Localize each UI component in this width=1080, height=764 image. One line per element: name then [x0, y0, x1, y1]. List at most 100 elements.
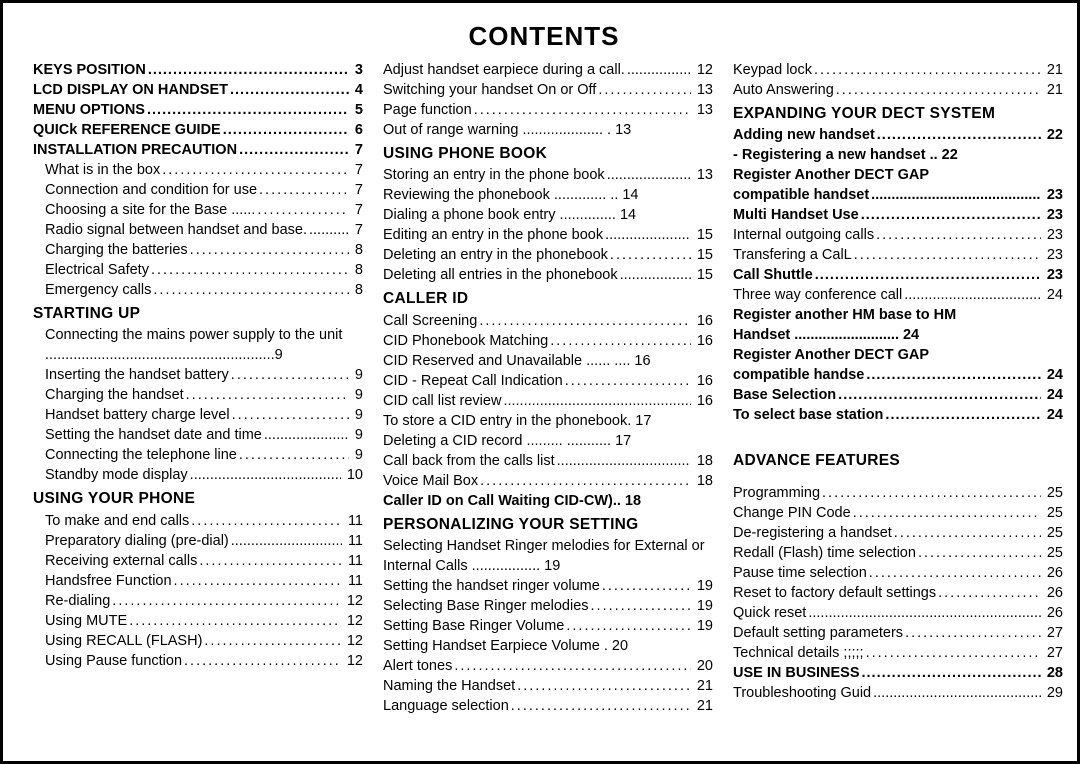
- toc-entry-label: Call back from the calls list: [383, 451, 555, 471]
- toc-leader-dots: [605, 225, 691, 245]
- toc-leader-dots: [232, 405, 349, 425]
- toc-leader-dots: [230, 80, 349, 100]
- toc-entry-label: compatible handse: [733, 365, 864, 385]
- toc-entry-page: 10: [343, 465, 363, 485]
- toc-entry-page: 14: [616, 205, 636, 225]
- toc-entry: Preparatory dialing (pre-dial)11: [33, 531, 363, 551]
- toc-entry: QUICk REFERENCE GUIDE6: [33, 120, 363, 140]
- toc-entry-label: Charging the handset: [45, 385, 184, 405]
- toc-entry-page: 8: [351, 280, 363, 300]
- toc-entry-label: Change PIN Code: [733, 503, 851, 523]
- toc-entry: Three way conference call24: [733, 285, 1063, 305]
- toc-entry-label: Keypad lock: [733, 60, 812, 80]
- toc-leader-dots: [129, 611, 341, 631]
- toc-leader-dots: [191, 511, 342, 531]
- toc-entry-page: 13: [611, 120, 631, 140]
- toc-leader-dots: [877, 125, 1041, 145]
- toc-leader-dots: [517, 676, 691, 696]
- toc-entry: Editing an entry in the phone book15: [383, 225, 713, 245]
- toc-entry-page: 16: [693, 311, 713, 331]
- toc-entry-label: Call Shuttle: [733, 265, 813, 285]
- toc-entry: Register another HM base to HM: [733, 305, 1063, 325]
- toc-entry-label: Dialing a phone book entry .............…: [383, 205, 616, 225]
- toc-entry-page: 9: [351, 385, 363, 405]
- toc-leader-dots: [598, 80, 691, 100]
- toc-entry: Adding new handset22: [733, 125, 1063, 145]
- toc-entry: Standby mode display10: [33, 465, 363, 485]
- toc-entry-page: 11: [344, 531, 363, 551]
- toc-entry-label: Default setting parameters: [733, 623, 903, 643]
- toc-entry-page: 18: [693, 471, 713, 491]
- toc-entry: Deleting all entries in the phonebook15: [383, 265, 713, 285]
- toc-leader-dots: [836, 80, 1041, 100]
- toc-entry: INSTALLATION PRECAUTION7: [33, 140, 363, 160]
- toc-entry-label: CID Reserved and Unavailable ...... ....: [383, 351, 630, 371]
- toc-leader-dots: [147, 100, 349, 120]
- column-2: Adjust handset earpiece during a call.12…: [383, 60, 713, 716]
- toc-leader-dots: [873, 683, 1041, 703]
- toc-entry-label: Setting Handset Earpiece Volume .: [383, 636, 608, 656]
- toc-entry: To make and end calls11: [33, 511, 363, 531]
- toc-entry-page: 9: [351, 405, 363, 425]
- toc-entry: Quick reset26: [733, 603, 1063, 623]
- toc-entry-label: Quick reset: [733, 603, 806, 623]
- toc-entry-label: LCD DISPLAY ON HANDSET: [33, 80, 228, 100]
- toc-leader-dots: [511, 696, 691, 716]
- toc-entry-label: Using Pause function: [45, 651, 182, 671]
- toc-entry: To select base station24: [733, 405, 1063, 425]
- toc-entry-label: Language selection: [383, 696, 509, 716]
- toc-leader-dots: [610, 245, 691, 265]
- toc-entry: What is in the box7: [33, 160, 363, 180]
- toc-leader-dots: [894, 523, 1041, 543]
- toc-entry-label: What is in the box: [45, 160, 160, 180]
- toc-entry-label: To store a CID entry in the phonebook.: [383, 411, 631, 431]
- toc-leader-dots: [866, 643, 1041, 663]
- toc-leader-dots: [148, 60, 349, 80]
- toc-leader-dots: [905, 623, 1041, 643]
- toc-entry: Choosing a site for the Base ......7: [33, 200, 363, 220]
- toc-entry-label: Handset ..........................: [733, 325, 899, 345]
- toc-leader-dots: [239, 140, 349, 160]
- toc-entry-label: Connecting the telephone line: [45, 445, 237, 465]
- toc-leader-dots: [620, 265, 691, 285]
- toc-entry-label: Setting the handset ringer volume: [383, 576, 600, 596]
- column-3: Keypad lock21Auto Answering21EXPANDING Y…: [733, 60, 1063, 716]
- toc-entry-label: KEYS POSITION: [33, 60, 146, 80]
- toc-leader-dots: [503, 391, 690, 411]
- toc-entry-page: 12: [343, 631, 363, 651]
- toc-entry-page: 16: [693, 371, 713, 391]
- toc-leader-dots: [862, 663, 1041, 683]
- toc-entry-label: Deleting a CID record ......... ........…: [383, 431, 611, 451]
- toc-entry: Switching your handset On or Off13: [383, 80, 713, 100]
- toc-entry: Register Another DECT GAP: [733, 165, 1063, 185]
- toc-entry-page: 6: [351, 120, 363, 140]
- toc-leader-dots: [162, 160, 349, 180]
- toc-entry-label: Selecting Base Ringer melodies: [383, 596, 589, 616]
- toc-entry-label: Programming: [733, 483, 820, 503]
- toc-entry-page: 12: [693, 60, 713, 80]
- toc-entry-page: 13: [693, 80, 713, 100]
- toc-entry-label: Caller ID on Call Waiting CID-CW)..: [383, 491, 621, 511]
- toc-leader-dots: [231, 365, 349, 385]
- toc-entry-page: 22: [1043, 125, 1063, 145]
- toc-entry-label: Out of range warning ...................…: [383, 120, 611, 140]
- toc-entry-page: 24: [1043, 385, 1063, 405]
- toc-entry: Caller ID on Call Waiting CID-CW)..18: [383, 491, 713, 511]
- toc-leader-dots: [239, 445, 349, 465]
- toc-entry: Emergency calls8: [33, 280, 363, 300]
- toc-leader-dots: [838, 385, 1041, 405]
- toc-entry-page: 25: [1043, 543, 1063, 563]
- toc-leader-dots: [174, 571, 342, 591]
- toc-leader-dots: [151, 260, 349, 280]
- toc-entry: Connection and condition for use7: [33, 180, 363, 200]
- toc-entry-page: 9: [351, 365, 363, 385]
- toc-leader-dots: [112, 591, 341, 611]
- toc-entry-page: 11: [344, 511, 363, 531]
- toc-entry-label: Reviewing the phonebook ............. ..: [383, 185, 618, 205]
- toc-entry: - Registering a new handset ..22: [733, 145, 1063, 165]
- toc-entry-label: USE IN BUSINESS: [733, 663, 860, 683]
- toc-entry-page: 7: [351, 220, 363, 240]
- toc-entry-label: Choosing a site for the Base ......: [45, 200, 255, 220]
- toc-entry: Selecting Handset Ringer melodies for Ex…: [383, 536, 713, 576]
- toc-entry: Keypad lock21: [733, 60, 1063, 80]
